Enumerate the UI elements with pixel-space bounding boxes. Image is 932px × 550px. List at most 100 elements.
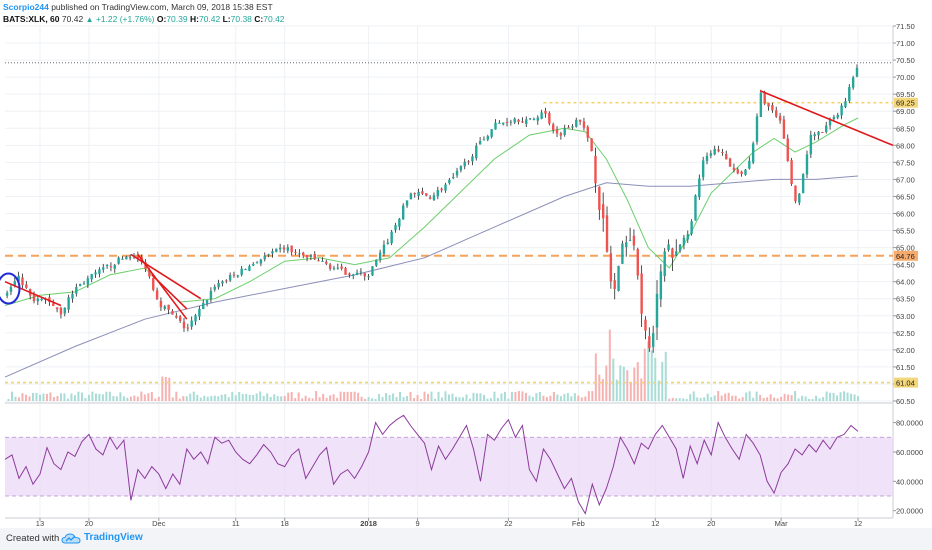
candle-body[interactable] bbox=[221, 281, 224, 284]
candle-body[interactable] bbox=[678, 244, 682, 251]
candle-body[interactable] bbox=[613, 280, 616, 290]
candle-body[interactable] bbox=[713, 148, 716, 155]
candle-body[interactable] bbox=[86, 278, 90, 285]
candle-body[interactable] bbox=[844, 101, 847, 107]
candle-body[interactable] bbox=[759, 92, 763, 117]
candle-body[interactable] bbox=[167, 304, 170, 310]
candle-body[interactable] bbox=[13, 281, 16, 286]
candle-body[interactable] bbox=[375, 259, 378, 266]
candle-body[interactable] bbox=[5, 292, 9, 296]
candle-body[interactable] bbox=[486, 136, 490, 140]
candle-body[interactable] bbox=[436, 190, 440, 197]
candle-body[interactable] bbox=[686, 234, 689, 240]
candle-body[interactable] bbox=[228, 274, 232, 281]
candle-body[interactable] bbox=[444, 184, 447, 191]
candle-body[interactable] bbox=[398, 218, 401, 227]
candle-body[interactable] bbox=[186, 327, 190, 329]
candle-body[interactable] bbox=[505, 122, 509, 124]
candle-body[interactable] bbox=[328, 264, 332, 269]
candle-body[interactable] bbox=[828, 119, 832, 126]
candle-body[interactable] bbox=[163, 306, 166, 309]
candle-body[interactable] bbox=[244, 269, 247, 271]
candle-body[interactable] bbox=[67, 297, 70, 310]
candle-body[interactable] bbox=[494, 122, 497, 130]
candle-body[interactable] bbox=[175, 315, 178, 318]
candle-body[interactable] bbox=[413, 193, 416, 195]
candle-body[interactable] bbox=[794, 185, 797, 202]
candle-body[interactable] bbox=[344, 268, 347, 275]
candle-body[interactable] bbox=[601, 204, 605, 219]
candle-body[interactable] bbox=[755, 116, 759, 142]
candle-body[interactable] bbox=[636, 249, 639, 276]
candle-body[interactable] bbox=[363, 272, 366, 277]
candle-body[interactable] bbox=[236, 275, 240, 277]
candle-body[interactable] bbox=[732, 167, 736, 170]
candle-body[interactable] bbox=[128, 257, 132, 259]
candle-body[interactable] bbox=[225, 280, 228, 282]
candle-body[interactable] bbox=[267, 254, 270, 256]
candle-body[interactable] bbox=[751, 143, 755, 163]
candle-body[interactable] bbox=[402, 205, 405, 220]
candle-body[interactable] bbox=[559, 133, 563, 136]
candle-body[interactable] bbox=[255, 262, 259, 264]
candle-body[interactable] bbox=[740, 171, 743, 174]
candle-body[interactable] bbox=[778, 115, 782, 121]
candle-body[interactable] bbox=[190, 320, 193, 327]
trendline[interactable] bbox=[137, 253, 188, 320]
candle-body[interactable] bbox=[767, 102, 770, 107]
level-price-tag[interactable] bbox=[894, 97, 918, 108]
candle-body[interactable] bbox=[278, 247, 282, 250]
candle-body[interactable] bbox=[75, 286, 78, 294]
candle-body[interactable] bbox=[532, 118, 536, 120]
candle-body[interactable] bbox=[232, 274, 236, 276]
candle-body[interactable] bbox=[682, 237, 686, 246]
candle-body[interactable] bbox=[548, 113, 551, 124]
trendline[interactable] bbox=[4, 280, 62, 307]
candle-body[interactable] bbox=[571, 126, 574, 128]
candle-body[interactable] bbox=[475, 145, 478, 159]
candle-body[interactable] bbox=[17, 275, 20, 282]
candle-body[interactable] bbox=[582, 121, 586, 128]
candle-body[interactable] bbox=[813, 134, 816, 137]
candlesticks[interactable] bbox=[5, 64, 859, 353]
candle-body[interactable] bbox=[551, 124, 555, 131]
candle-body[interactable] bbox=[409, 193, 413, 200]
candle-body[interactable] bbox=[305, 255, 309, 258]
candle-body[interactable] bbox=[282, 247, 286, 250]
candle-body[interactable] bbox=[513, 118, 516, 123]
candle-body[interactable] bbox=[198, 308, 201, 317]
candle-body[interactable] bbox=[709, 153, 713, 156]
candle-body[interactable] bbox=[252, 264, 255, 266]
candle-body[interactable] bbox=[721, 151, 724, 153]
candle-body[interactable] bbox=[605, 215, 609, 252]
candle-body[interactable] bbox=[567, 127, 570, 129]
candle-body[interactable] bbox=[836, 114, 839, 118]
candle-body[interactable] bbox=[451, 177, 455, 179]
candle-body[interactable] bbox=[171, 310, 174, 315]
candle-body[interactable] bbox=[178, 316, 182, 322]
candle-body[interactable] bbox=[782, 119, 786, 139]
candle-body[interactable] bbox=[609, 253, 613, 282]
candle-body[interactable] bbox=[821, 132, 824, 134]
candle-body[interactable] bbox=[382, 244, 386, 254]
candle-body[interactable] bbox=[240, 268, 243, 275]
candle-body[interactable] bbox=[705, 155, 709, 162]
candle-body[interactable] bbox=[136, 255, 140, 259]
candle-body[interactable] bbox=[352, 274, 355, 276]
candle-body[interactable] bbox=[428, 197, 432, 199]
candle-body[interactable] bbox=[340, 266, 343, 269]
candle-body[interactable] bbox=[405, 200, 409, 206]
candle-body[interactable] bbox=[359, 271, 363, 273]
candle-body[interactable] bbox=[621, 243, 624, 264]
candle-body[interactable] bbox=[482, 139, 486, 141]
candle-body[interactable] bbox=[82, 283, 86, 285]
candle-body[interactable] bbox=[63, 307, 66, 314]
candle-body[interactable] bbox=[325, 261, 328, 264]
candle-body[interactable] bbox=[771, 105, 774, 111]
time-axis[interactable]: 13 20 Dec 11 18 2018 9 22 Feb 12 20 Mar 12 bbox=[36, 518, 862, 528]
trendline[interactable] bbox=[759, 90, 894, 147]
candle-body[interactable] bbox=[371, 266, 374, 276]
candle-body[interactable] bbox=[117, 257, 120, 264]
candle-body[interactable] bbox=[98, 269, 101, 274]
candle-body[interactable] bbox=[455, 170, 459, 176]
